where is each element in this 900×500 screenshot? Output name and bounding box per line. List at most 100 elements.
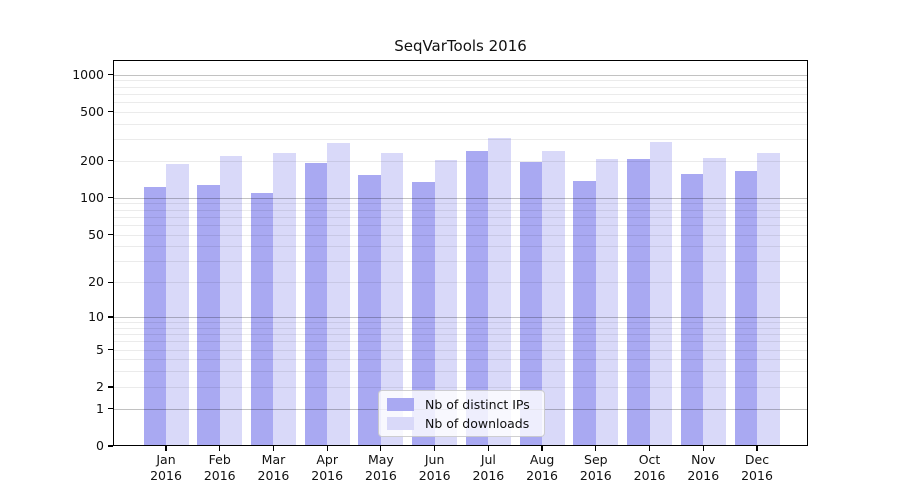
gridline-40 xyxy=(113,246,808,248)
x-axis-tick xyxy=(326,446,328,451)
x-axis-tick xyxy=(541,446,543,451)
gridline-10 xyxy=(113,317,808,319)
legend-label: Nb of downloads xyxy=(425,415,530,431)
y-axis-tick xyxy=(108,445,113,447)
y-axis-tick xyxy=(108,197,113,199)
x-label-month: Jun xyxy=(424,452,445,467)
bar-ips-dec xyxy=(734,170,757,446)
bar-ips-oct xyxy=(627,159,650,446)
gridline-600 xyxy=(113,101,808,103)
x-axis-tick-label: May 2016 xyxy=(351,452,411,483)
gridline-8 xyxy=(113,327,808,329)
gridline-700 xyxy=(113,93,808,95)
legend-item: Nb of downloads xyxy=(387,416,536,431)
bar-downloads-sep xyxy=(595,159,619,446)
legend-swatch xyxy=(387,397,414,411)
x-label-year: 2016 xyxy=(257,467,290,483)
x-axis-tick-label: Mar 2016 xyxy=(243,452,303,483)
x-label-month: Oct xyxy=(638,452,661,467)
x-label-year: 2016 xyxy=(633,467,666,483)
y-axis-tick xyxy=(108,281,113,283)
gridline-60 xyxy=(113,224,808,226)
bar-ips-sep xyxy=(573,180,596,446)
x-axis-tick-label: Nov 2016 xyxy=(673,452,733,483)
legend-item: Nb of distinct IPs xyxy=(387,397,536,412)
x-axis-tick xyxy=(380,446,382,451)
y-axis-tick-label: 200 xyxy=(80,152,104,168)
bar-ips-aug xyxy=(519,162,543,446)
gridline-200 xyxy=(113,160,808,162)
bar-downloads-apr xyxy=(327,143,350,446)
x-axis-tick-label: Aug 2016 xyxy=(512,452,572,483)
gridline-80 xyxy=(113,209,808,211)
x-axis-tick-label: Feb 2016 xyxy=(190,452,250,483)
legend-label: Nb of distinct IPs xyxy=(425,396,530,412)
x-label-year: 2016 xyxy=(203,467,236,483)
x-label-year: 2016 xyxy=(150,467,182,483)
x-label-year: 2016 xyxy=(418,467,451,483)
x-label-month: Aug xyxy=(529,452,555,467)
x-axis-tick-label: Jun 2016 xyxy=(405,452,465,483)
y-axis-tick xyxy=(108,160,113,162)
bar-downloads-oct xyxy=(649,141,673,446)
bar-downloads-mar xyxy=(273,152,296,446)
x-label-month: Jan xyxy=(156,452,176,467)
bar-ips-jun xyxy=(412,181,435,446)
y-axis-tick-label: 1000 xyxy=(72,66,104,82)
x-label-month: Feb xyxy=(208,452,231,467)
bar-downloads-jan xyxy=(166,163,189,446)
gridline-3 xyxy=(113,371,808,373)
x-axis-tick xyxy=(756,446,758,451)
x-label-year: 2016 xyxy=(472,467,505,483)
y-axis-tick xyxy=(108,111,113,113)
x-axis-tick xyxy=(648,446,651,451)
x-label-year: 2016 xyxy=(579,467,612,483)
x-axis-tick xyxy=(165,446,167,451)
y-axis-tick xyxy=(108,386,113,388)
y-axis-tick xyxy=(108,408,113,410)
x-axis-tick-label: Jan 2016 xyxy=(136,452,196,483)
x-axis-tick xyxy=(595,446,597,451)
gridline-2 xyxy=(113,386,808,388)
gridline-70 xyxy=(113,216,808,218)
gridline-7 xyxy=(113,334,808,336)
x-axis-tick xyxy=(487,446,489,451)
x-label-month: Jul xyxy=(480,452,496,467)
bar-ips-may xyxy=(358,174,381,446)
gridline-9 xyxy=(113,322,808,324)
y-axis-tick-label: 500 xyxy=(80,103,104,119)
bar-downloads-may xyxy=(380,153,404,446)
x-label-year: 2016 xyxy=(365,467,397,483)
bar-downloads-jul xyxy=(488,137,511,446)
legend: Nb of distinct IPs Nb of downloads xyxy=(378,390,545,437)
x-axis-tick-label: Jul 2016 xyxy=(458,452,518,483)
y-axis-tick-label: 50 xyxy=(88,226,104,242)
bar-ips-jan xyxy=(143,187,166,446)
gridline-4 xyxy=(113,359,808,361)
bar-ips-mar xyxy=(250,193,274,446)
y-axis-tick-label: 5 xyxy=(96,341,104,357)
gridline-500 xyxy=(113,111,808,113)
gridline-90 xyxy=(113,203,808,205)
gridline-50 xyxy=(113,234,808,236)
y-axis-tick-label: 2 xyxy=(96,378,104,394)
x-label-year: 2016 xyxy=(526,467,558,483)
gridline-6 xyxy=(113,341,808,343)
gridline-300 xyxy=(113,139,808,141)
y-axis-tick xyxy=(108,73,113,76)
y-axis-tick xyxy=(108,234,113,236)
x-axis-tick xyxy=(219,446,221,451)
legend-swatch xyxy=(387,416,414,430)
y-axis-tick-label: 10 xyxy=(88,309,104,325)
y-axis-tick-label: 1 xyxy=(96,400,104,416)
bar-ips-nov xyxy=(680,174,704,446)
bar-downloads-nov xyxy=(703,158,726,446)
y-axis-tick-label: 100 xyxy=(80,189,104,205)
bar-ips-apr xyxy=(304,162,328,446)
x-label-year: 2016 xyxy=(311,467,344,483)
gridline-900 xyxy=(113,80,808,82)
bar-downloads-dec xyxy=(757,153,780,446)
y-axis-tick-label: 0 xyxy=(96,438,104,453)
y-axis-tick-label: 20 xyxy=(88,274,104,290)
